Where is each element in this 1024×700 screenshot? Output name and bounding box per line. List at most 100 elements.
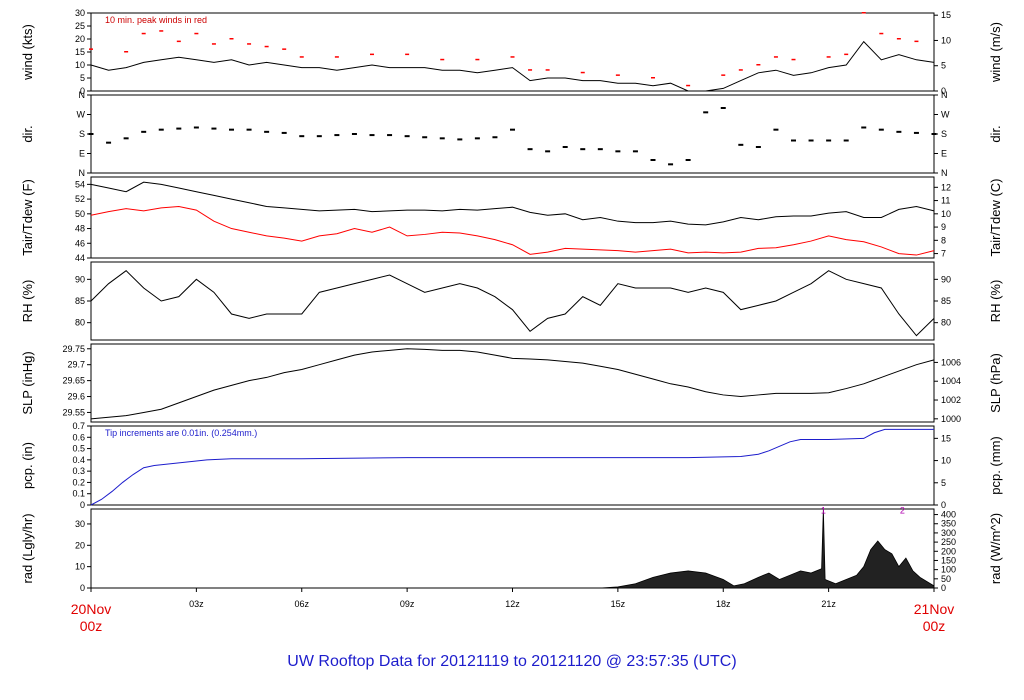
ylabel-right-rh: RH (%) xyxy=(988,280,1003,323)
peak-point xyxy=(141,32,146,35)
ylabel-left-temp: Tair/Tdew (F) xyxy=(20,179,35,256)
ylabel-right-temp: Tair/Tdew (C) xyxy=(988,178,1003,256)
x-end-date: 21Nov xyxy=(914,601,954,617)
peak-point xyxy=(510,56,515,58)
panel-temp: 44 46 48 50 52 54 7 8 9 10 11 12 Tair/Tdew (F) Tair/T… xyxy=(20,176,1003,263)
peak-point xyxy=(721,74,726,76)
left-tick-label-wind: 25 xyxy=(75,21,85,31)
left-tick-label-temp: 48 xyxy=(75,224,85,234)
left-tick-label-pcp: 0.1 xyxy=(72,489,85,499)
peak-point xyxy=(247,43,252,45)
left-tick-label-wind: 15 xyxy=(75,47,85,57)
right-tick-label-wind: 5 xyxy=(941,61,946,71)
dir-point xyxy=(439,137,445,140)
panel-slp: 29.55 29.6 29.65 29.7 29.75 1000 1002 1004 1006 S… xyxy=(20,343,1003,424)
series-precip xyxy=(90,428,934,506)
left-tick-label-pcp: 0.7 xyxy=(72,421,85,431)
peak-point xyxy=(896,38,901,40)
left-tick-label-temp: 44 xyxy=(75,253,85,263)
peak-point xyxy=(440,58,445,61)
left-tick-label-slp: 29.6 xyxy=(67,392,85,402)
right-tick-label-rh: 80 xyxy=(941,318,951,328)
ylabel-left-rad: rad (Lgly/hr) xyxy=(20,513,35,583)
peak-point xyxy=(299,56,304,58)
left-tick-label-dir: E xyxy=(79,149,85,159)
ylabel-right-dir: dir. xyxy=(988,125,1003,142)
peak-point xyxy=(879,32,884,35)
right-tick-label-rad: 300 xyxy=(941,528,956,538)
peak-point xyxy=(914,40,919,43)
left-tick-label-rh: 80 xyxy=(75,318,85,328)
right-tick-label-dir: E xyxy=(941,149,947,159)
right-tick-label-pcp: 0 xyxy=(941,500,946,510)
left-tick-label-dir: N xyxy=(79,90,86,100)
dir-point xyxy=(229,128,234,131)
dir-point xyxy=(246,128,252,131)
dir-point xyxy=(703,111,709,114)
dir-point xyxy=(123,137,129,140)
peak-point xyxy=(545,69,550,71)
x-tick-label: 06z xyxy=(294,599,309,609)
series-radiation xyxy=(91,508,935,589)
dir-point xyxy=(351,133,357,135)
dir-point xyxy=(158,128,164,131)
x-tick-label: 15z xyxy=(611,599,626,609)
dir-point xyxy=(281,131,287,134)
peak-point xyxy=(826,56,831,58)
left-tick-label-pcp: 0.6 xyxy=(72,432,85,442)
right-tick-label-rad: 100 xyxy=(941,565,956,575)
right-tick-label-temp: 8 xyxy=(941,235,946,245)
right-tick-label-wind: 15 xyxy=(941,10,951,20)
left-tick-label-dir: W xyxy=(77,110,86,120)
peak-point xyxy=(580,71,585,74)
right-tick-label-dir: S xyxy=(941,129,947,139)
panel-rh: 80 85 90 80 85 90 RH (%) RH (%) xyxy=(20,261,1003,341)
dir-point xyxy=(632,150,638,153)
series-Tair xyxy=(90,181,935,226)
dir-point xyxy=(106,141,112,144)
panel-frame-rh xyxy=(90,261,935,341)
left-tick-label-wind: 20 xyxy=(75,34,85,44)
dir-point xyxy=(369,134,375,137)
ylabel-right-pcp: pcp. (mm) xyxy=(988,436,1003,495)
left-tick-label-wind: 30 xyxy=(75,8,85,18)
annotation-wind: 10 min. peak winds in red xyxy=(105,15,207,25)
right-tick-label-rad: 0 xyxy=(941,583,946,593)
right-tick-label-pcp: 10 xyxy=(941,456,951,466)
left-tick-label-rad: 0 xyxy=(80,583,85,593)
figure-title: UW Rooftop Data for 20121119 to 20121120… xyxy=(287,653,736,670)
peak-point xyxy=(686,84,691,87)
dir-point xyxy=(457,138,463,141)
dir-point xyxy=(738,143,744,146)
right-tick-label-slp: 1002 xyxy=(941,395,961,405)
left-tick-label-pcp: 0.2 xyxy=(72,477,85,487)
dir-point xyxy=(492,136,498,139)
dir-point xyxy=(211,127,217,130)
dir-point xyxy=(510,128,515,131)
series-wind xyxy=(90,40,935,92)
right-tick-label-rad: 400 xyxy=(941,510,956,520)
x-start-date: 20Nov xyxy=(71,601,111,617)
left-tick-label-rh: 85 xyxy=(75,296,85,306)
x-tick-label: 09z xyxy=(400,599,415,609)
right-tick-label-rad: 50 xyxy=(941,574,951,584)
right-tick-label-temp: 12 xyxy=(941,182,951,192)
dir-point xyxy=(264,130,270,133)
peak-point xyxy=(615,74,620,76)
dir-point xyxy=(580,148,586,151)
panel-wind: 0 5 10 15 20 25 30 0 5 10 15 wind (kts) wind (m/s) 10… xyxy=(20,8,1003,96)
left-tick-label-rad: 20 xyxy=(75,540,85,550)
dir-point xyxy=(931,133,937,135)
dir-point xyxy=(316,135,322,138)
peak-point xyxy=(370,53,374,56)
x-start-hour: 00z xyxy=(80,618,103,634)
series-RH xyxy=(90,270,935,337)
dir-point xyxy=(193,126,199,129)
right-tick-label-dir: N xyxy=(941,168,948,178)
left-tick-label-dir: S xyxy=(79,129,85,139)
left-tick-label-temp: 50 xyxy=(75,209,85,219)
dir-point xyxy=(791,139,796,142)
peak-point xyxy=(405,53,410,56)
